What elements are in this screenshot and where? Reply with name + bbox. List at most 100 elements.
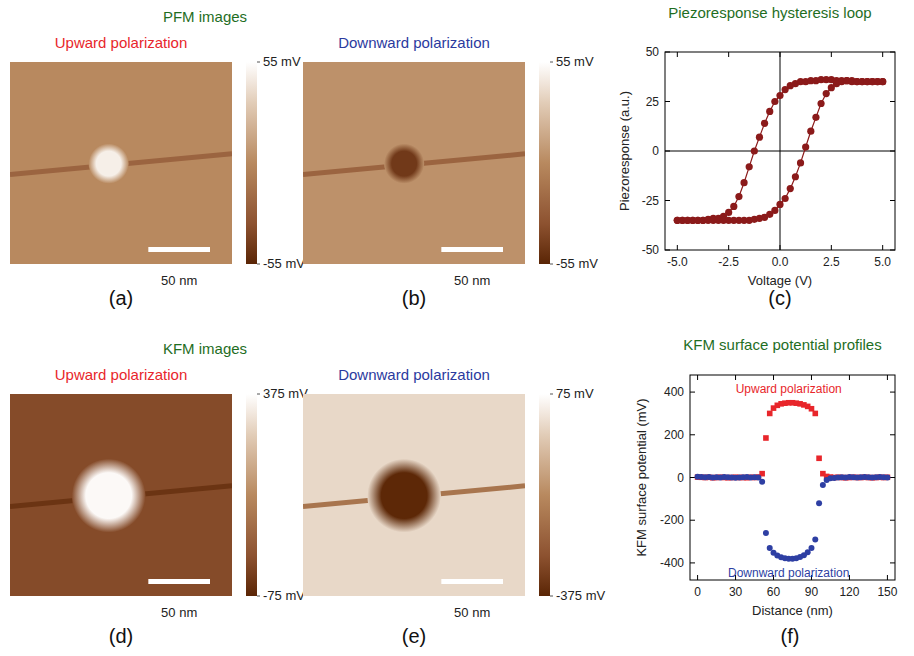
y-axis-title: KFM surface potential (mV) bbox=[634, 398, 649, 556]
x-tick bbox=[831, 52, 832, 57]
y-tick-label: -200 bbox=[660, 513, 684, 527]
data-point bbox=[808, 545, 814, 551]
x-tick bbox=[811, 375, 812, 380]
x-tick bbox=[697, 375, 698, 380]
data-point bbox=[884, 475, 890, 481]
domain-spot bbox=[384, 144, 424, 184]
panel-letter: (c) bbox=[768, 287, 791, 309]
data-point bbox=[725, 209, 732, 216]
colorbar bbox=[246, 394, 257, 596]
plot-frame bbox=[690, 375, 895, 580]
x-axis-title: Voltage (V) bbox=[748, 273, 812, 288]
domain-spot bbox=[367, 459, 441, 533]
image-background bbox=[303, 394, 525, 596]
x-tick bbox=[831, 245, 832, 250]
data-point bbox=[730, 203, 737, 210]
x-tick-label: 120 bbox=[839, 585, 859, 599]
image-area bbox=[10, 62, 232, 264]
y-tick bbox=[890, 101, 895, 102]
y-tick bbox=[690, 562, 695, 563]
panel-letter: (e) bbox=[402, 625, 426, 647]
y-tick-label: -25 bbox=[642, 194, 660, 208]
data-point bbox=[756, 134, 763, 141]
zero-line-y bbox=[665, 151, 895, 152]
scale-bar bbox=[148, 579, 210, 584]
series-label: Downward polarization bbox=[728, 566, 849, 580]
image-background bbox=[10, 394, 232, 596]
domain-spot bbox=[72, 459, 146, 533]
data-point bbox=[823, 90, 830, 97]
data-point bbox=[746, 163, 753, 170]
y-tick-label: 25 bbox=[646, 95, 660, 109]
x-tick-label: 30 bbox=[729, 585, 743, 599]
section-title: KFM images bbox=[163, 340, 247, 357]
data-point bbox=[879, 78, 886, 85]
plot-area bbox=[695, 400, 891, 562]
data-point bbox=[740, 179, 747, 186]
colorbar bbox=[246, 62, 257, 264]
data-point bbox=[776, 201, 783, 208]
scale-bar-label: 50 nm bbox=[161, 273, 197, 288]
x-axis-title: Distance (nm) bbox=[752, 603, 833, 618]
data-point bbox=[792, 173, 799, 180]
image-background bbox=[10, 62, 232, 264]
panel-letter: (f) bbox=[781, 625, 800, 647]
y-tick bbox=[665, 101, 670, 102]
data-point bbox=[812, 114, 819, 121]
colorbar-tick bbox=[257, 596, 260, 597]
colorbar-tick bbox=[257, 62, 260, 63]
y-tick bbox=[890, 151, 895, 152]
data-point bbox=[816, 455, 822, 461]
colorbar-label: -55 mV bbox=[263, 256, 305, 271]
data-point bbox=[767, 545, 773, 551]
x-tick-label: -2.5 bbox=[718, 255, 739, 269]
y-tick-label: -400 bbox=[660, 556, 684, 570]
y-tick-label: 0 bbox=[677, 471, 684, 485]
x-tick bbox=[887, 575, 888, 580]
data-point bbox=[771, 98, 778, 105]
data-point bbox=[766, 108, 773, 115]
scale-bar bbox=[441, 247, 503, 252]
panel-title: Downward polarization bbox=[338, 34, 490, 51]
y-tick-label: 50 bbox=[646, 45, 660, 59]
data-point bbox=[885, 474, 891, 480]
panel-title: KFM surface potential profiles bbox=[683, 336, 881, 353]
section-title: PFM images bbox=[163, 8, 247, 25]
image-area bbox=[303, 394, 525, 596]
colorbar bbox=[539, 62, 550, 264]
data-point bbox=[771, 207, 778, 214]
colorbar-tick bbox=[550, 62, 553, 63]
data-point bbox=[767, 411, 773, 417]
panel-letter: (b) bbox=[402, 287, 426, 309]
x-tick bbox=[882, 245, 883, 250]
colorbar-tick bbox=[257, 264, 260, 265]
x-tick bbox=[677, 52, 678, 57]
figure: PFM images KFM images Upward polarization 5… bbox=[0, 0, 914, 656]
data-point bbox=[802, 143, 809, 150]
x-tick bbox=[677, 245, 678, 250]
y-tick bbox=[690, 434, 695, 435]
x-tick bbox=[887, 375, 888, 380]
colorbar-label: 375 mV bbox=[263, 386, 308, 401]
colorbar bbox=[539, 394, 550, 596]
data-point bbox=[735, 193, 742, 200]
y-tick bbox=[890, 562, 895, 563]
plot-area bbox=[674, 76, 887, 224]
y-tick bbox=[690, 477, 695, 478]
x-tick-label: 5.0 bbox=[874, 255, 891, 269]
plot-frame bbox=[665, 52, 895, 250]
data-point bbox=[812, 411, 818, 417]
x-tick bbox=[882, 52, 883, 57]
data-point bbox=[776, 92, 783, 99]
y-tick bbox=[665, 200, 670, 201]
data-point bbox=[782, 195, 789, 202]
colorbar-tick bbox=[550, 596, 553, 597]
data-point bbox=[763, 530, 769, 536]
panel-title: Upward polarization bbox=[55, 34, 188, 51]
x-tick-label: 90 bbox=[805, 585, 819, 599]
data-point bbox=[763, 435, 769, 441]
panel-title: Downward polarization bbox=[338, 366, 490, 383]
y-tick-label: 400 bbox=[664, 385, 684, 399]
y-tick bbox=[690, 392, 695, 393]
y-tick bbox=[890, 520, 895, 521]
